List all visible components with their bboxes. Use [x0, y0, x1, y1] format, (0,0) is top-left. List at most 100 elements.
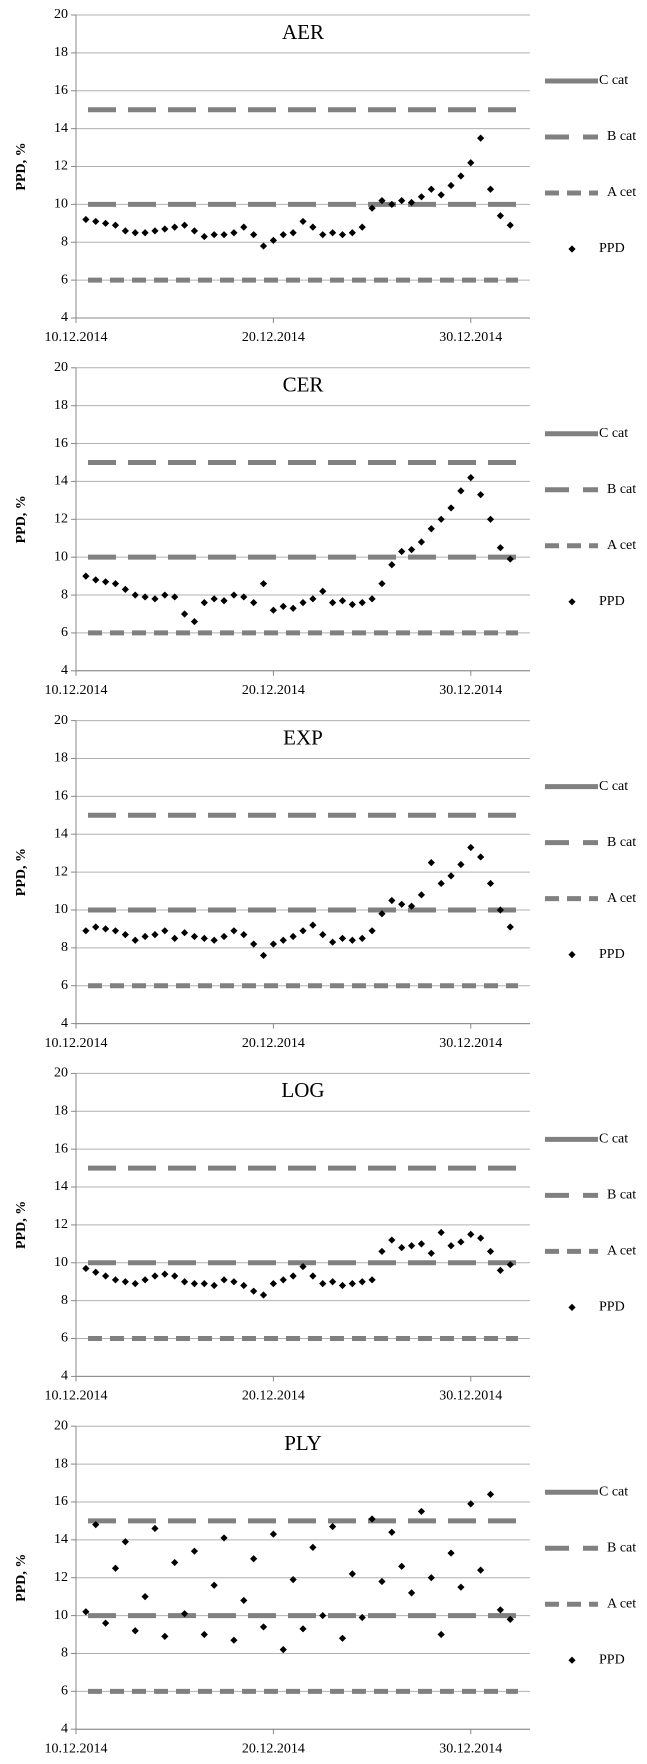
- data-point: [338, 231, 347, 239]
- data-point: [319, 930, 327, 939]
- data-point: [190, 1547, 199, 1555]
- data-point: [180, 1278, 189, 1286]
- data-point: [427, 185, 435, 193]
- y-tick-label: 4: [61, 663, 68, 678]
- data-point: [102, 1619, 110, 1627]
- data-point: [171, 593, 179, 601]
- data-point: [102, 578, 110, 586]
- y-tick-label: 12: [54, 512, 68, 527]
- data-point: [289, 1575, 297, 1584]
- x-tick-label: 10.12.2014: [45, 683, 108, 698]
- data-point: [486, 879, 495, 888]
- data-point: [417, 891, 426, 899]
- data-point: [437, 879, 445, 888]
- y-tick-label: 6: [61, 272, 68, 287]
- data-point: [111, 1564, 120, 1572]
- legend-label: C cat: [599, 1484, 628, 1499]
- data-point: [437, 191, 445, 199]
- data-point: [250, 231, 258, 239]
- x-tick-label: 20.12.2014: [242, 1741, 305, 1756]
- data-point: [289, 604, 297, 612]
- data-point: [230, 1636, 238, 1644]
- data-point: [447, 872, 455, 880]
- data-point: [161, 1270, 169, 1278]
- data-point: [210, 936, 218, 944]
- data-point: [121, 585, 129, 593]
- data-point: [378, 580, 386, 588]
- data-point: [329, 1522, 337, 1531]
- data-point: [388, 1236, 396, 1244]
- data-point: [329, 1278, 337, 1286]
- data-point: [496, 544, 504, 552]
- y-tick-label: 20: [54, 713, 68, 728]
- data-point: [131, 591, 139, 599]
- data-point: [309, 223, 317, 231]
- y-tick-label: 6: [61, 1684, 68, 1699]
- data-point: [338, 934, 347, 942]
- data-point: [92, 1268, 100, 1276]
- x-tick-label: 20.12.2014: [242, 1036, 305, 1051]
- data-point: [457, 487, 465, 495]
- y-axis-label: PPD, %: [14, 1554, 29, 1602]
- data-point: [329, 599, 337, 607]
- data-point: [141, 593, 149, 601]
- data-point: [348, 1280, 356, 1288]
- legend-label: C cat: [599, 426, 628, 441]
- data-point: [348, 1570, 356, 1578]
- data-point: [477, 491, 485, 499]
- y-axis-label: PPD, %: [14, 142, 29, 190]
- data-point: [398, 1244, 406, 1252]
- data-point: [358, 223, 366, 231]
- x-tick-label: 20.12.2014: [242, 330, 305, 345]
- x-tick-label: 20.12.2014: [242, 1389, 305, 1404]
- data-point: [348, 936, 356, 944]
- data-point: [398, 196, 406, 205]
- data-point: [141, 932, 149, 941]
- legend-label: A cet: [607, 891, 636, 906]
- data-point: [457, 1583, 465, 1591]
- data-point: [329, 229, 337, 237]
- x-tick-label: 10.12.2014: [45, 1389, 108, 1404]
- y-tick-label: 12: [54, 1217, 68, 1232]
- data-point: [289, 229, 297, 237]
- data-point: [407, 546, 416, 554]
- data-point: [250, 599, 258, 607]
- data-point: [407, 198, 416, 207]
- data-point: [111, 1276, 120, 1284]
- data-point: [161, 225, 169, 233]
- legend-label: A cet: [607, 185, 636, 200]
- y-tick-label: 6: [61, 1331, 68, 1346]
- chart-panel: 4 6 8 10 12 14 16 18 20 10.12.2014 20.12.2014 30.12…: [14, 713, 636, 1051]
- data-point: [180, 221, 189, 229]
- data-point: [250, 940, 258, 948]
- data-point: [467, 474, 475, 482]
- chart-panel: 4 6 8 10 12 14 16 18 20 10.12.2014 20.12.2014 30.12…: [14, 7, 636, 345]
- data-point: [141, 1276, 149, 1284]
- data-point: [398, 547, 406, 556]
- chart-title: EXP: [283, 725, 323, 749]
- y-tick-label: 8: [61, 1293, 68, 1308]
- chart-panel: 4 6 8 10 12 14 16 18 20 10.12.2014 20.12.2014 30.12…: [14, 360, 636, 698]
- data-point: [427, 859, 435, 867]
- data-point: [467, 1230, 475, 1238]
- data-point: [259, 580, 268, 588]
- y-axis-label: PPD, %: [14, 1201, 29, 1249]
- y-tick-label: 10: [54, 197, 68, 212]
- data-point: [102, 1272, 110, 1280]
- data-point: [259, 242, 268, 250]
- legend-label: PPD: [599, 1300, 625, 1315]
- data-point: [220, 932, 228, 941]
- data-point: [496, 906, 504, 914]
- data-point: [171, 223, 179, 231]
- legend-marker: [568, 1656, 576, 1664]
- data-point: [220, 1276, 228, 1284]
- y-tick-label: 8: [61, 1646, 68, 1661]
- data-point: [259, 1291, 268, 1299]
- data-point: [240, 223, 248, 231]
- data-point: [417, 193, 426, 201]
- data-point: [506, 923, 514, 931]
- data-point: [477, 1234, 485, 1242]
- data-point: [190, 617, 199, 626]
- chart-title: AER: [282, 20, 324, 44]
